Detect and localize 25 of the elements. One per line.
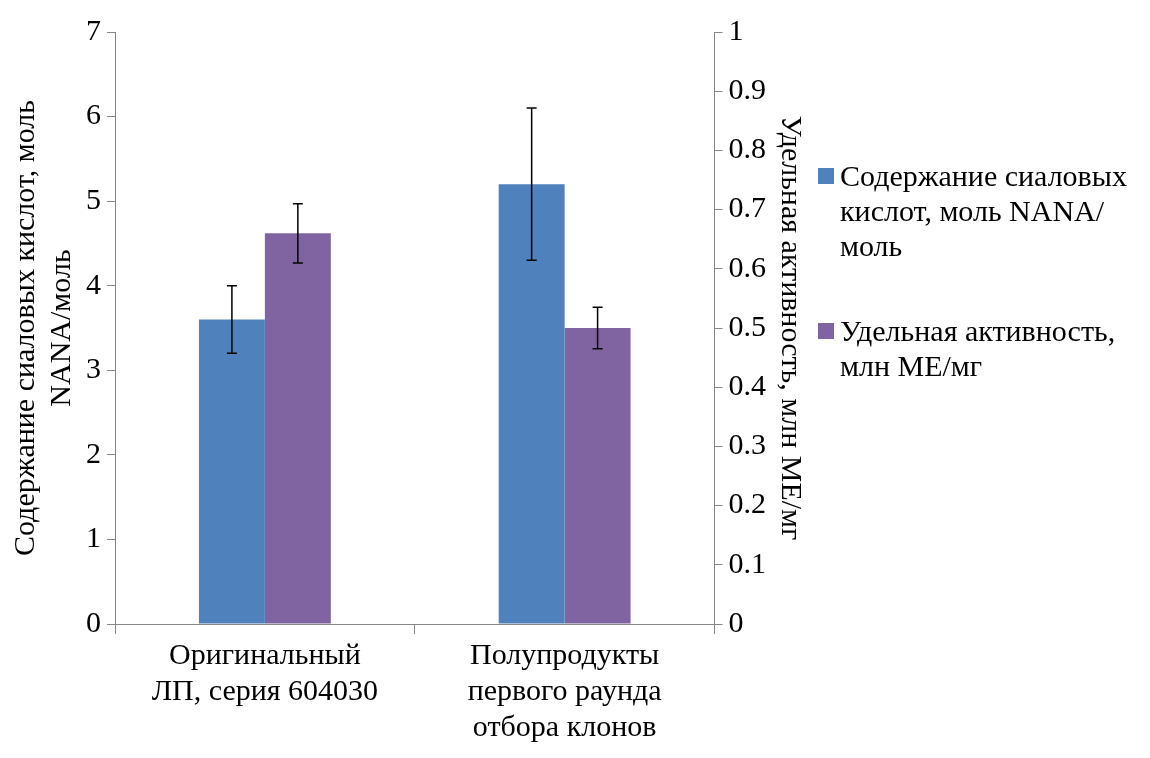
legend-label: Удельная активность, млн МЕ/мг [840, 313, 1117, 383]
y-tick-label: 5 [86, 182, 101, 216]
y-axis-title: Содержание сиаловых кислот, моль NANA/моль [6, 99, 76, 557]
x-tick-label: Оригинальный ЛП, серия 604030 [151, 636, 379, 706]
y-tick-label: 6 [86, 97, 101, 131]
y2-tick-label: 0.9 [728, 72, 766, 106]
legend-label: Содержание сиаловых кислот, моль NANA/моль [840, 158, 1128, 263]
y-tick-label: 7 [86, 12, 101, 46]
y-tick-label: 1 [86, 520, 101, 554]
y-tick-label: 0 [86, 604, 101, 638]
y2-tick-label: 0.2 [728, 486, 766, 520]
y2-tick-label: 0.6 [728, 249, 766, 283]
y2-axis-title: Удельная активность, млн МЕ/мг [776, 115, 810, 541]
y2-tick-label: 0.3 [728, 427, 766, 461]
x-tick-label: Полупродукты первого раунда отбора клонов [467, 636, 662, 742]
y2-tick-label: 0.5 [728, 308, 766, 342]
y2-tick-label: 0 [728, 604, 744, 638]
y2-tick-label: 0.4 [728, 368, 766, 402]
y2-tick-label: 0.8 [728, 131, 766, 165]
y-tick-label: 2 [86, 435, 101, 469]
y-tick-label: 3 [86, 351, 101, 385]
y-tick-label: 4 [86, 266, 101, 300]
y2-tick-label: 1 [728, 12, 744, 46]
y2-tick-label: 0.7 [728, 190, 766, 224]
y2-tick-label: 0.1 [728, 545, 766, 579]
